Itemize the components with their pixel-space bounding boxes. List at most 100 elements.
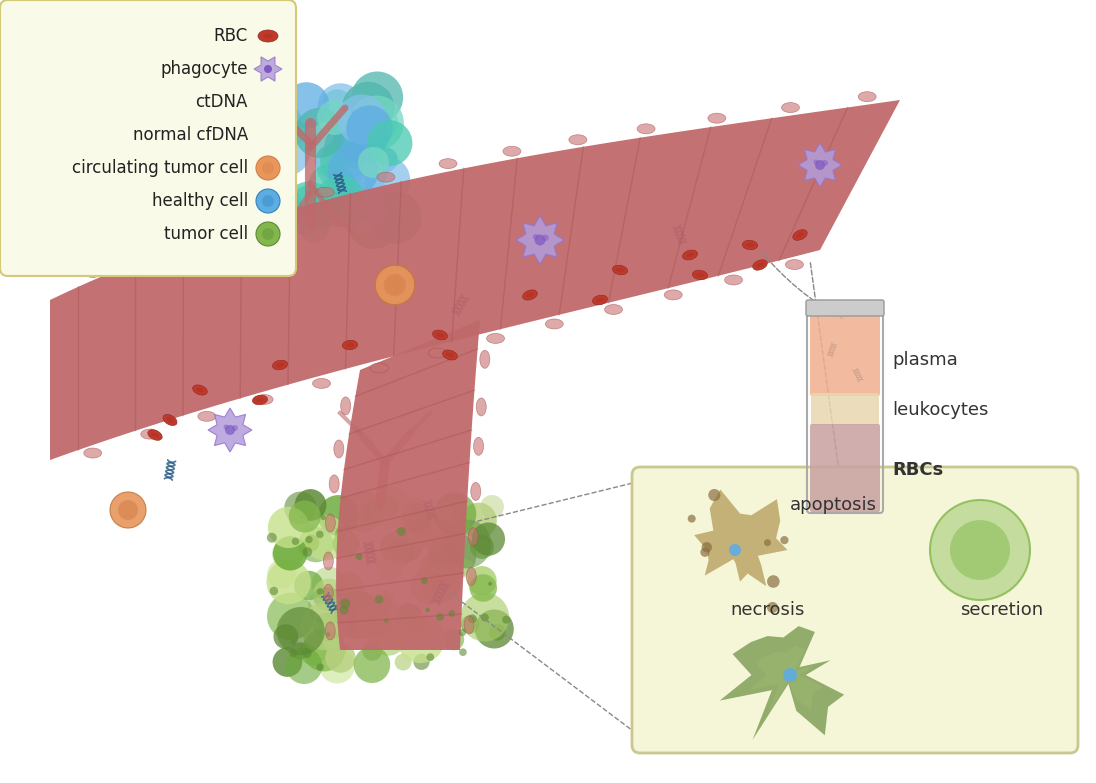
Circle shape bbox=[311, 567, 346, 601]
Circle shape bbox=[273, 648, 302, 677]
Polygon shape bbox=[50, 100, 900, 460]
Circle shape bbox=[436, 613, 444, 621]
Circle shape bbox=[289, 650, 297, 657]
Ellipse shape bbox=[823, 482, 833, 488]
Circle shape bbox=[447, 496, 468, 516]
Circle shape bbox=[700, 547, 710, 557]
Circle shape bbox=[355, 553, 363, 560]
Circle shape bbox=[318, 83, 363, 128]
Text: tumor cell: tumor cell bbox=[164, 225, 248, 243]
Circle shape bbox=[363, 641, 383, 661]
Circle shape bbox=[413, 615, 432, 634]
Circle shape bbox=[767, 576, 779, 588]
Circle shape bbox=[358, 147, 389, 178]
Circle shape bbox=[203, 80, 241, 118]
Circle shape bbox=[262, 162, 274, 174]
Ellipse shape bbox=[436, 333, 444, 337]
Ellipse shape bbox=[742, 240, 757, 250]
Circle shape bbox=[284, 182, 335, 233]
Ellipse shape bbox=[167, 417, 174, 423]
Circle shape bbox=[283, 120, 307, 144]
Circle shape bbox=[378, 496, 399, 517]
Circle shape bbox=[470, 535, 494, 559]
Circle shape bbox=[227, 134, 255, 162]
Ellipse shape bbox=[637, 124, 655, 134]
Circle shape bbox=[377, 554, 402, 581]
Ellipse shape bbox=[616, 268, 625, 272]
Circle shape bbox=[274, 624, 298, 649]
Ellipse shape bbox=[696, 272, 705, 277]
Text: RBC: RBC bbox=[214, 27, 248, 45]
Circle shape bbox=[267, 507, 309, 548]
FancyBboxPatch shape bbox=[632, 467, 1078, 753]
Circle shape bbox=[358, 604, 392, 638]
Circle shape bbox=[258, 189, 302, 235]
Circle shape bbox=[283, 82, 330, 128]
Ellipse shape bbox=[148, 430, 162, 440]
Circle shape bbox=[326, 643, 355, 673]
Circle shape bbox=[406, 615, 426, 636]
Ellipse shape bbox=[477, 398, 487, 416]
Circle shape bbox=[489, 624, 505, 640]
Ellipse shape bbox=[753, 260, 767, 270]
Polygon shape bbox=[336, 320, 480, 650]
Circle shape bbox=[395, 654, 412, 670]
Circle shape bbox=[266, 532, 277, 543]
Circle shape bbox=[224, 424, 228, 430]
Circle shape bbox=[340, 598, 351, 608]
Circle shape bbox=[262, 195, 274, 207]
Circle shape bbox=[701, 542, 712, 553]
Ellipse shape bbox=[433, 330, 447, 340]
Circle shape bbox=[334, 591, 383, 639]
Circle shape bbox=[783, 668, 797, 682]
Circle shape bbox=[411, 567, 448, 604]
Circle shape bbox=[298, 527, 333, 562]
Ellipse shape bbox=[312, 378, 331, 388]
Circle shape bbox=[433, 493, 477, 536]
Circle shape bbox=[764, 539, 770, 547]
Circle shape bbox=[427, 531, 477, 579]
Circle shape bbox=[456, 559, 475, 578]
Ellipse shape bbox=[263, 34, 273, 38]
Circle shape bbox=[356, 597, 403, 644]
Circle shape bbox=[284, 492, 317, 524]
Circle shape bbox=[273, 536, 307, 571]
Ellipse shape bbox=[326, 514, 335, 532]
Circle shape bbox=[316, 531, 323, 538]
Circle shape bbox=[231, 189, 281, 239]
Circle shape bbox=[317, 100, 352, 135]
Circle shape bbox=[336, 95, 387, 144]
Circle shape bbox=[375, 595, 384, 604]
Circle shape bbox=[256, 222, 279, 246]
Circle shape bbox=[302, 535, 319, 552]
Ellipse shape bbox=[446, 352, 454, 357]
Ellipse shape bbox=[708, 114, 726, 123]
Circle shape bbox=[324, 620, 343, 639]
Ellipse shape bbox=[443, 350, 457, 360]
Circle shape bbox=[312, 579, 345, 611]
Circle shape bbox=[729, 544, 741, 556]
Circle shape bbox=[252, 101, 304, 153]
Circle shape bbox=[333, 109, 388, 164]
Ellipse shape bbox=[854, 472, 863, 478]
Ellipse shape bbox=[342, 341, 357, 350]
Circle shape bbox=[309, 199, 338, 228]
Ellipse shape bbox=[83, 268, 102, 277]
Ellipse shape bbox=[473, 437, 483, 455]
Circle shape bbox=[328, 146, 378, 197]
Circle shape bbox=[301, 648, 311, 658]
Ellipse shape bbox=[466, 568, 477, 586]
Circle shape bbox=[343, 190, 385, 233]
Circle shape bbox=[198, 124, 252, 177]
Circle shape bbox=[421, 577, 427, 584]
Text: circulating tumor cell: circulating tumor cell bbox=[72, 159, 248, 177]
Polygon shape bbox=[208, 408, 252, 452]
Ellipse shape bbox=[341, 397, 351, 415]
Ellipse shape bbox=[825, 484, 831, 486]
Circle shape bbox=[346, 106, 392, 152]
Ellipse shape bbox=[605, 305, 623, 315]
Polygon shape bbox=[747, 646, 822, 714]
Text: apoptosis: apoptosis bbox=[790, 496, 877, 514]
Circle shape bbox=[308, 163, 356, 211]
Ellipse shape bbox=[471, 482, 481, 500]
